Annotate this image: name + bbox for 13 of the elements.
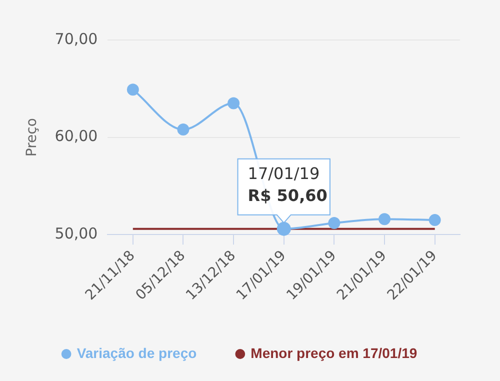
legend-label: Variação de preço [76,344,197,361]
y-tick-label: 60,00 [54,127,98,146]
annotation: 17/01/19 R$ 50,60 [248,164,328,205]
legend-label: Menor preço em 17/01/19 [250,344,418,361]
y-tick-label: 50,00 [54,224,98,243]
point [228,97,240,110]
point [177,124,190,136]
y-axis-title: Preço [24,118,40,157]
point [378,213,391,226]
point [126,84,139,96]
point [428,214,441,226]
y-tick-label: 70,00 [54,30,98,48]
point [328,216,340,229]
